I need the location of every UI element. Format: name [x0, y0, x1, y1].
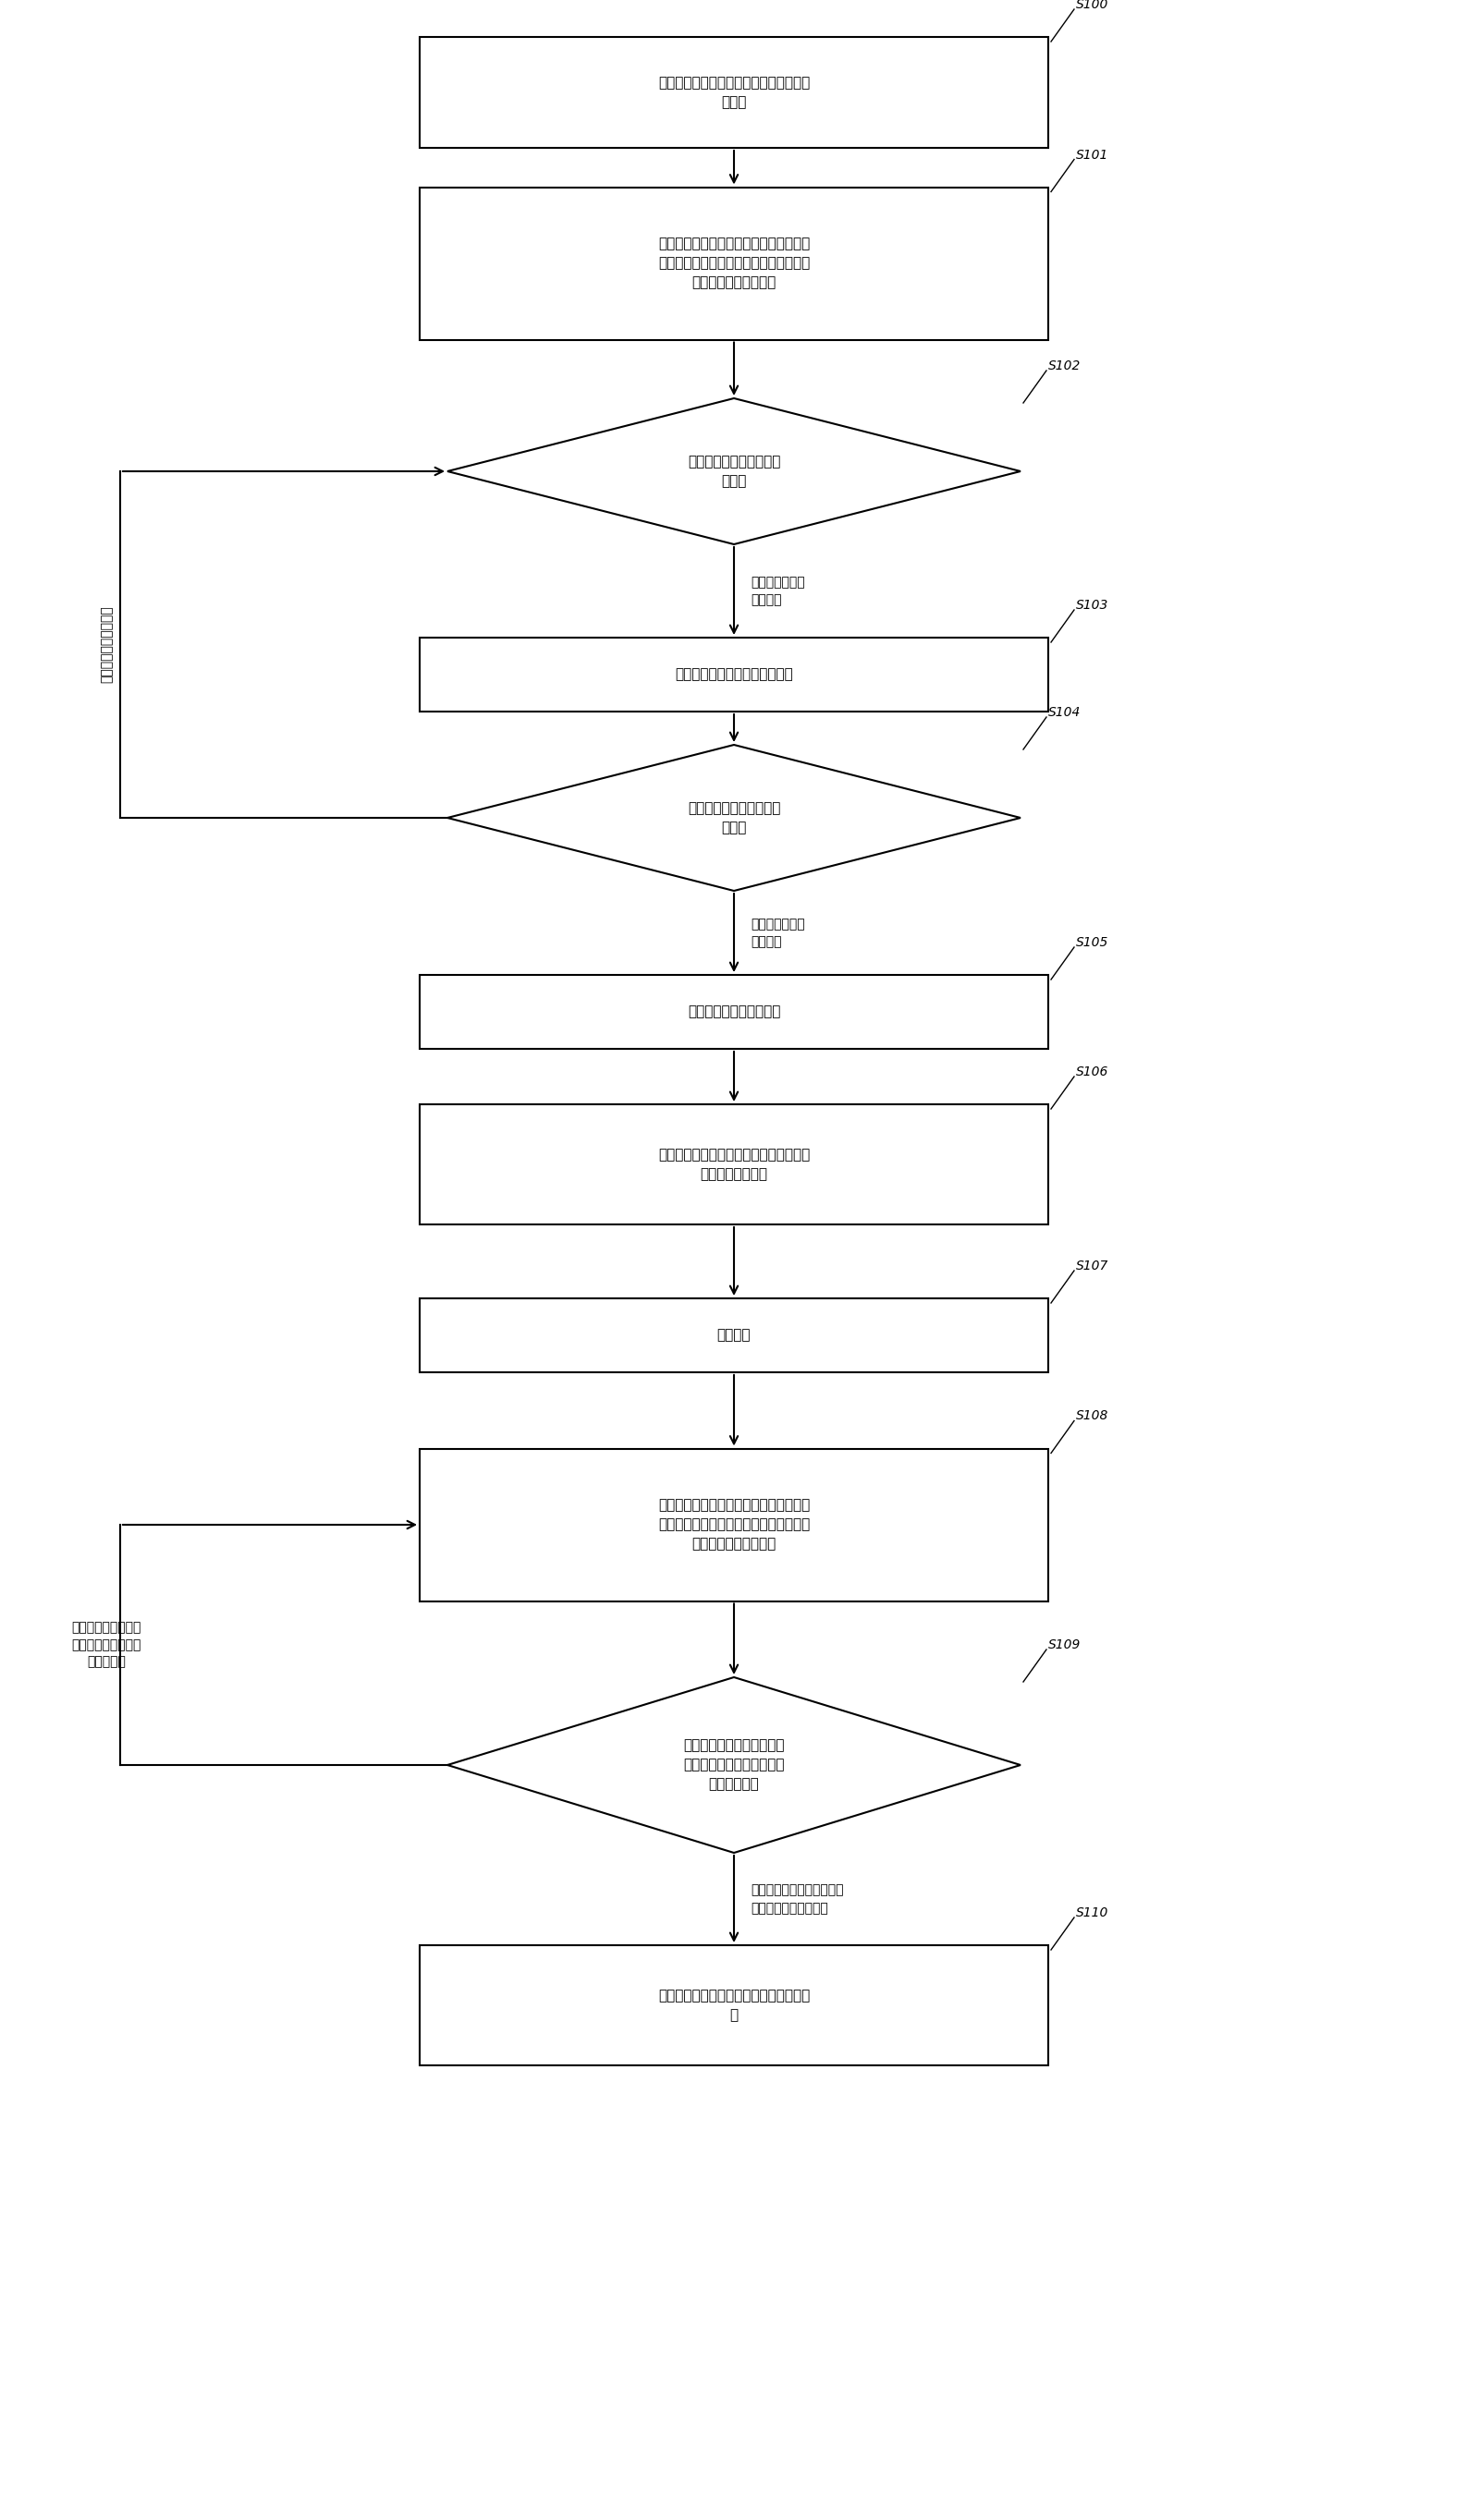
Text: 离合器打滑次数的计数数值清零，重置计
时: 离合器打滑次数的计数数值清零，重置计 时 — [659, 1988, 810, 2021]
Text: S104: S104 — [1049, 706, 1081, 718]
Text: S102: S102 — [1049, 360, 1081, 373]
Text: 确定离合器发生滑摩故障: 确定离合器发生滑摩故障 — [688, 1005, 780, 1018]
Polygon shape — [447, 398, 1021, 544]
Text: 转速差值小于预设差值，且
计时时间超过预设时间: 转速差值小于预设差值，且 计时时间超过预设时间 — [751, 1882, 844, 1915]
Text: S100: S100 — [1075, 0, 1109, 10]
FancyBboxPatch shape — [420, 186, 1049, 340]
FancyBboxPatch shape — [420, 1945, 1049, 2066]
Text: S103: S103 — [1075, 600, 1109, 612]
Polygon shape — [447, 746, 1021, 892]
Text: 控制离合器使第一接合构件与第二接合构
件分离并重新接合: 控制离合器使第一接合构件与第二接合构 件分离并重新接合 — [659, 1147, 810, 1182]
FancyBboxPatch shape — [420, 38, 1049, 149]
Text: 转速差值小于预设差
值，且计时时间未超
过预设时间: 转速差值小于预设差 值，且计时时间未超 过预设时间 — [72, 1620, 141, 1668]
Text: 获取第一接合构件的转速以及第二接合构
件的转速，并计算第一接合构件与第二接
合构件之间的转速差值: 获取第一接合构件的转速以及第二接合构 件的转速，并计算第一接合构件与第二接 合构… — [659, 237, 810, 290]
Text: 获取第一接合构件的转速以及第二接合构
件的转速，并计算第一接合构件与第二接
合构件之间的转速差值: 获取第一接合构件的转速以及第二接合构 件的转速，并计算第一接合构件与第二接 合构… — [659, 1499, 810, 1552]
Text: S107: S107 — [1075, 1260, 1109, 1273]
Text: 计数数值小于标定数值: 计数数值小于标定数值 — [100, 605, 113, 683]
Text: S105: S105 — [1075, 935, 1109, 950]
Text: S110: S110 — [1075, 1908, 1109, 1920]
Text: 开始计时: 开始计时 — [717, 1328, 751, 1343]
Text: S108: S108 — [1075, 1409, 1109, 1424]
FancyBboxPatch shape — [420, 1104, 1049, 1225]
Text: 计数数值不小于
标定数值: 计数数值不小于 标定数值 — [751, 917, 805, 948]
Text: 控制离合器使第一接合构件与第二接合构
件接合: 控制离合器使第一接合构件与第二接合构 件接合 — [659, 76, 810, 108]
Text: 转速差值不小于
预设差值: 转速差值不小于 预设差值 — [751, 575, 805, 607]
Text: 比较转速差值与预设差值
的大小: 比较转速差值与预设差值 的大小 — [688, 454, 780, 489]
FancyBboxPatch shape — [420, 975, 1049, 1048]
FancyBboxPatch shape — [420, 638, 1049, 711]
Text: 比较转速差值与预设差值的
大小，并判断计时时间是否
超过预设时间: 比较转速差值与预设差值的 大小，并判断计时时间是否 超过预设时间 — [684, 1739, 785, 1792]
Text: S109: S109 — [1049, 1638, 1081, 1651]
FancyBboxPatch shape — [420, 1298, 1049, 1373]
Text: S101: S101 — [1075, 149, 1109, 161]
Text: 离合器打滑次数的计数数值加一: 离合器打滑次数的计数数值加一 — [675, 668, 794, 680]
Polygon shape — [447, 1678, 1021, 1852]
FancyBboxPatch shape — [420, 1449, 1049, 1600]
Text: S106: S106 — [1075, 1066, 1109, 1079]
Text: 比较计数数值与标定数值
的大小: 比较计数数值与标定数值 的大小 — [688, 801, 780, 834]
